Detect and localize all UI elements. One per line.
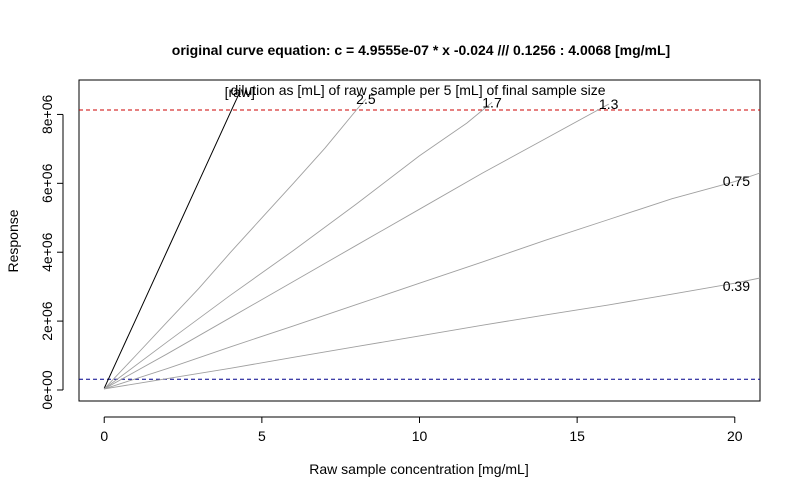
y-tick-label-3: 6e+06: [39, 163, 55, 203]
x-tick-label-4: 20: [727, 428, 743, 444]
plot-frame: [78, 79, 761, 402]
plot-area: [raw] 2.5 1.7 1.3 0.75 0.39: [78, 79, 761, 402]
y-axis-label: Response: [5, 209, 21, 272]
x-axis: 0 5 10 15 20: [100, 416, 743, 444]
series-labels: [raw] 2.5 1.7 1.3 0.75 0.39: [225, 84, 751, 294]
series-line-3: [103, 103, 609, 390]
y-tick-label-0: 0e+00: [39, 370, 55, 410]
series-label-1: 2.5: [356, 91, 376, 107]
x-tick-label-0: 0: [100, 428, 108, 444]
series-line-5: [104, 277, 761, 390]
series-label-4: 0.75: [723, 173, 750, 189]
series-label-5: 0.39: [723, 278, 750, 294]
reference-lines: [79, 109, 760, 380]
chart-subtitle: dilution as [mL] of raw sample per 5 [mL…: [230, 82, 605, 98]
series-line-2: [103, 102, 493, 390]
chart-title: original curve equation: c = 4.9555e-07 …: [172, 42, 670, 58]
series-label-3: 1.3: [599, 96, 619, 112]
series-label-0: [raw]: [225, 84, 255, 100]
series-lines: [103, 91, 761, 390]
series-label-2: 1.7: [482, 94, 502, 110]
x-tick-label-2: 10: [412, 428, 428, 444]
y-axis: 0e+00 2e+06 4e+06 6e+06 8e+06: [39, 95, 64, 410]
x-axis-label: Raw sample concentration [mg/mL]: [309, 461, 528, 477]
series-line-1: [103, 98, 367, 390]
x-tick-label-1: 5: [258, 428, 266, 444]
y-tick-label-1: 2e+06: [39, 301, 55, 341]
y-tick-label-2: 4e+06: [39, 232, 55, 272]
y-tick-label-4: 8e+06: [39, 95, 55, 135]
x-tick-label-3: 15: [569, 428, 585, 444]
series-line-4: [104, 172, 761, 390]
series-line-0: [103, 91, 241, 389]
